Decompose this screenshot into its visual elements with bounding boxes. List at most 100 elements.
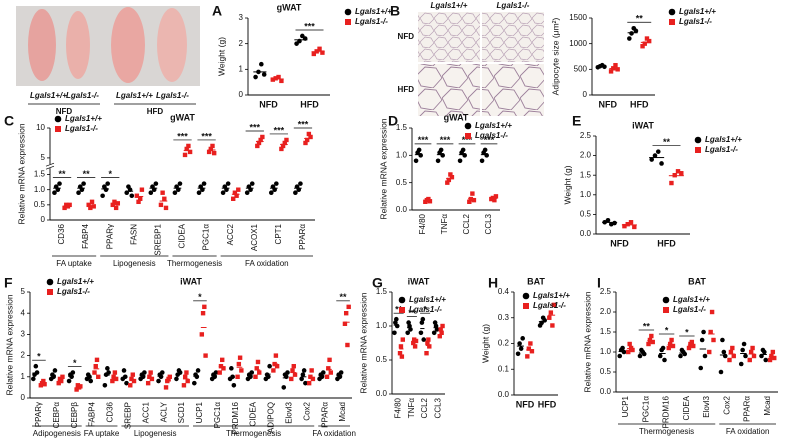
data-point — [751, 353, 757, 359]
x-tick-label: PGC1α — [213, 402, 222, 429]
chart: 0 1 2 3 4 5 Relative mRNA expression iWAT F PPARγ… — [4, 275, 356, 438]
y-tick-label: 1.5 — [580, 170, 592, 179]
data-point — [100, 193, 105, 199]
data-point — [236, 361, 242, 367]
data-point — [632, 224, 637, 230]
y-tick-label: 500 — [574, 64, 588, 73]
data-point — [42, 382, 47, 387]
data-point — [292, 372, 298, 377]
data-point — [88, 378, 94, 384]
x-tick-label: CPT1 — [274, 223, 283, 244]
y-tick-label: 2.5 — [600, 287, 612, 296]
data-point — [177, 181, 183, 186]
data-point — [56, 380, 61, 386]
chart: 0.0 0.5 1.0 1.5 Relative mRNA expression gWAT… — [378, 112, 512, 234]
legend-label: Lgals1+/+ — [705, 135, 742, 144]
data-point — [743, 353, 748, 359]
x-tick-label: CCL3 — [484, 213, 493, 234]
y-tick-label: 1500 — [569, 13, 587, 22]
genotype-label: Lgals1-/- — [156, 91, 189, 100]
significance-label: *** — [484, 135, 495, 145]
y-tick-label: 0.0 — [376, 389, 388, 398]
data-point — [320, 50, 325, 55]
data-point — [276, 74, 281, 80]
data-point — [342, 321, 348, 326]
data-point — [660, 345, 666, 351]
data-point — [87, 374, 92, 380]
genotype-label: Lgals1-/- — [497, 1, 530, 10]
data-point — [274, 364, 280, 369]
data-point — [440, 323, 445, 329]
data-point — [282, 140, 287, 146]
data-point — [650, 339, 655, 345]
x-tick-label: CIDEA — [178, 223, 187, 248]
data-point — [701, 329, 706, 335]
data-point — [201, 181, 207, 186]
significance-label: * — [423, 305, 427, 315]
data-point — [81, 181, 86, 186]
legend-marker — [523, 303, 529, 309]
x-tick-label: UCP1 — [621, 395, 630, 417]
y-tick-label: 0 — [239, 90, 244, 99]
y-tick-label: 1.0 — [600, 347, 612, 356]
data-point — [482, 147, 488, 153]
data-point — [625, 222, 630, 227]
data-point — [741, 341, 747, 347]
data-point — [185, 378, 190, 384]
data-point — [427, 344, 432, 349]
data-point — [103, 187, 109, 192]
data-point — [174, 376, 179, 382]
data-point — [319, 374, 325, 380]
x-tick-label: Elovl3 — [702, 395, 711, 417]
data-point — [129, 376, 134, 382]
data-point — [239, 368, 244, 373]
x-tick-label: PPARγ — [105, 224, 114, 249]
data-point — [493, 194, 499, 199]
x-tick-label: HFD — [630, 99, 649, 109]
data-point — [237, 355, 243, 360]
data-point — [445, 180, 450, 185]
data-point — [93, 364, 98, 369]
chart-title: iWAT — [180, 276, 202, 286]
data-point — [249, 181, 255, 186]
data-point — [702, 353, 708, 359]
panel-letter: F — [4, 275, 13, 291]
x-tick-label: NFD — [599, 99, 618, 109]
data-point — [184, 370, 189, 375]
legend-label: Lgals1+/+ — [533, 291, 570, 300]
panel-letter: C — [4, 113, 14, 129]
data-point — [484, 153, 489, 158]
data-point — [60, 374, 65, 379]
data-point — [306, 131, 312, 137]
axis-break — [47, 164, 53, 169]
data-point — [686, 345, 692, 351]
data-point — [212, 374, 218, 380]
x-tick-label: TNFα — [407, 398, 416, 419]
data-point — [421, 337, 427, 342]
x-tick-label: FASN — [129, 224, 138, 245]
y-tick-label: 0.1 — [498, 364, 510, 373]
diet-label: NFD — [56, 107, 73, 116]
data-point — [448, 172, 453, 177]
legend-marker — [345, 19, 351, 25]
data-point — [551, 302, 557, 308]
y-tick-label: 2.0 — [600, 307, 612, 316]
significance-label: *** — [304, 21, 315, 31]
chart-title: iWAT — [408, 276, 430, 286]
data-point — [31, 376, 36, 382]
data-point — [283, 374, 289, 380]
data-point — [670, 343, 676, 349]
data-point — [33, 363, 39, 369]
data-point — [57, 181, 62, 186]
legend-marker — [662, 296, 670, 304]
y-axis-label: Relative mRNA expression — [16, 123, 26, 224]
data-point — [220, 357, 225, 363]
legend-marker — [398, 296, 406, 304]
data-point — [88, 205, 93, 211]
y-tick-label: 0.0 — [396, 205, 408, 214]
data-point — [413, 158, 419, 164]
data-point — [691, 343, 696, 349]
data-point — [515, 351, 521, 357]
data-point — [158, 202, 164, 208]
data-point — [426, 337, 431, 342]
